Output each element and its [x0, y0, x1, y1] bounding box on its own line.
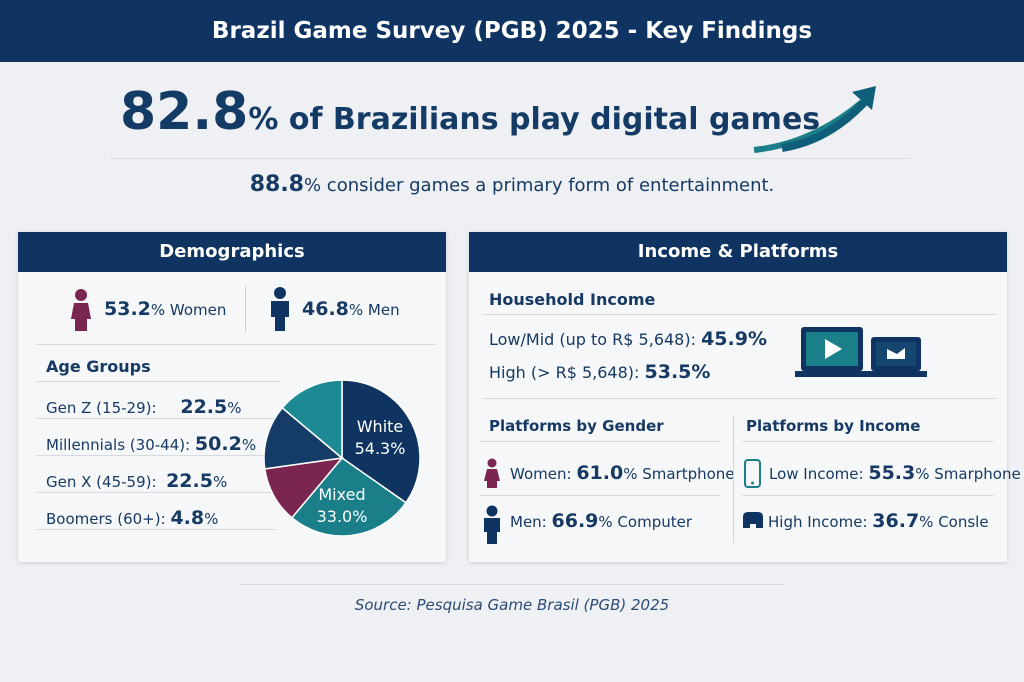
- low-income-value: 45.9%: [701, 328, 767, 350]
- high-income-row: High (> R$ 5,648): 53.5%: [489, 361, 710, 383]
- pie-value-label: 54.3%: [355, 439, 406, 458]
- age-group-row: Gen X (45-59): 22.5%: [46, 470, 256, 507]
- age-group-value: 22.5: [180, 396, 228, 418]
- subline-value: 88.8: [249, 172, 304, 197]
- hero-value: 82.8: [120, 82, 249, 142]
- demographics-title: Demographics: [18, 232, 446, 272]
- divider: [36, 344, 436, 345]
- pie-slice: [263, 406, 344, 470]
- woman-icon: [484, 458, 500, 488]
- low-income-platform-row: Low Income: 55.3% Smarphone: [769, 462, 1021, 484]
- age-groups-list: Gen Z (15-29): 22.5% Millennials (30-44)…: [46, 396, 256, 544]
- divider: [36, 492, 276, 493]
- age-group-label: Boomers (60+):: [46, 510, 166, 528]
- high-income-value: 53.5%: [644, 361, 711, 383]
- hero-unit: %: [248, 102, 279, 137]
- pie-value-label: 33.0%: [317, 507, 368, 526]
- low-income-label: Low/Mid (up to R$ 5,648):: [489, 330, 696, 349]
- label: High Income:: [768, 513, 868, 531]
- label: Women:: [510, 465, 572, 483]
- men-platform-row: Men: 66.9% Computer: [510, 510, 692, 532]
- hero-stat: 82.8% of Brazilians play digital games: [120, 82, 820, 142]
- age-group-unit: %: [212, 473, 228, 491]
- age-group-row: Gen Z (15-29): 22.5%: [46, 396, 256, 433]
- divider: [480, 495, 720, 496]
- platform: % Smartphone: [623, 465, 735, 483]
- high-income-platform-row: High Income: 36.7% Consle: [768, 510, 989, 532]
- age-group-row: Millennials (30-44): 50.2%: [46, 433, 256, 470]
- income-panel: Income & Platforms: [469, 232, 1007, 562]
- age-group-unit: %: [241, 436, 257, 454]
- source-note: Source: Pesquisa Game Brasil (PGB) 2025: [354, 596, 670, 614]
- age-group-label: Millennials (30-44):: [46, 436, 191, 454]
- divider: [742, 495, 994, 496]
- age-group-row: Boomers (60+): 4.8%: [46, 507, 256, 544]
- pie-slice: [290, 456, 407, 537]
- pie-slice: [281, 379, 343, 460]
- divider: [480, 441, 720, 442]
- pie-slice-label: White: [357, 417, 404, 436]
- woman-icon: [71, 289, 91, 331]
- divider: [110, 158, 910, 159]
- women-platform-row: Women: 61.0% Smartphone: [510, 462, 735, 484]
- smartphone-icon: [744, 459, 761, 488]
- divider: [36, 455, 276, 456]
- platforms-by-gender-title: Platforms by Gender: [489, 417, 664, 435]
- platform: % Computer: [598, 513, 692, 531]
- household-income-title: Household Income: [489, 290, 656, 309]
- income-title: Income & Platforms: [469, 232, 1007, 272]
- value: 66.9: [551, 510, 599, 532]
- age-group-label: Gen Z (15-29):: [46, 399, 157, 417]
- divider: [36, 529, 276, 530]
- man-icon: [271, 287, 289, 331]
- men-value: 46.8: [302, 298, 349, 320]
- divider: [482, 398, 997, 399]
- age-group-value: 22.5: [166, 470, 213, 492]
- age-group-label: Gen X (45-59):: [46, 473, 157, 491]
- subline: 88.8% consider games a primary form of e…: [0, 172, 1024, 197]
- devices-icon: [795, 327, 927, 377]
- women-value: 53.2: [104, 298, 151, 320]
- divider: [36, 381, 280, 382]
- man-icon: [484, 505, 500, 544]
- low-income-row: Low/Mid (up to R$ 5,648): 45.9%: [489, 328, 767, 350]
- subline-text: % consider games a primary form of enter…: [303, 175, 775, 196]
- value: 61.0: [576, 462, 624, 484]
- divider: [240, 584, 784, 585]
- label: Low Income:: [769, 465, 864, 483]
- platform: % Smarphone: [915, 465, 1021, 483]
- divider: [482, 314, 997, 315]
- platforms-by-income-title: Platforms by Income: [746, 417, 921, 435]
- men-label: % Men: [348, 301, 400, 319]
- hero-text: of Brazilians play digital games: [288, 102, 821, 137]
- age-groups-title: Age Groups: [46, 357, 151, 376]
- women-label: % Women: [150, 301, 227, 319]
- console-icon: [743, 512, 763, 528]
- trend-arrow-icon: [753, 86, 876, 153]
- age-group-value: 50.2: [194, 433, 242, 455]
- ethnicity-pie-chart: White 54.3% Mixed 33.0%: [263, 379, 421, 537]
- pie-slice-label: Mixed: [318, 485, 365, 504]
- platform: % Consle: [919, 513, 989, 531]
- label: Men:: [510, 513, 547, 531]
- value: 55.3: [868, 462, 916, 484]
- age-group-unit: %: [204, 510, 219, 528]
- age-group-unit: %: [227, 399, 242, 417]
- value: 36.7: [872, 510, 920, 532]
- divider: [733, 415, 734, 543]
- age-group-value: 4.8: [170, 507, 205, 529]
- men-stat: 46.8% Men: [302, 298, 400, 320]
- divider: [36, 418, 276, 419]
- pie-slice: [341, 379, 421, 504]
- divider: [742, 441, 994, 442]
- header-title: Brazil Game Survey (PGB) 2025 - Key Find…: [0, 0, 1024, 62]
- women-stat: 53.2% Women: [104, 298, 226, 320]
- high-income-label: High (> R$ 5,648):: [489, 363, 640, 382]
- divider: [245, 286, 246, 332]
